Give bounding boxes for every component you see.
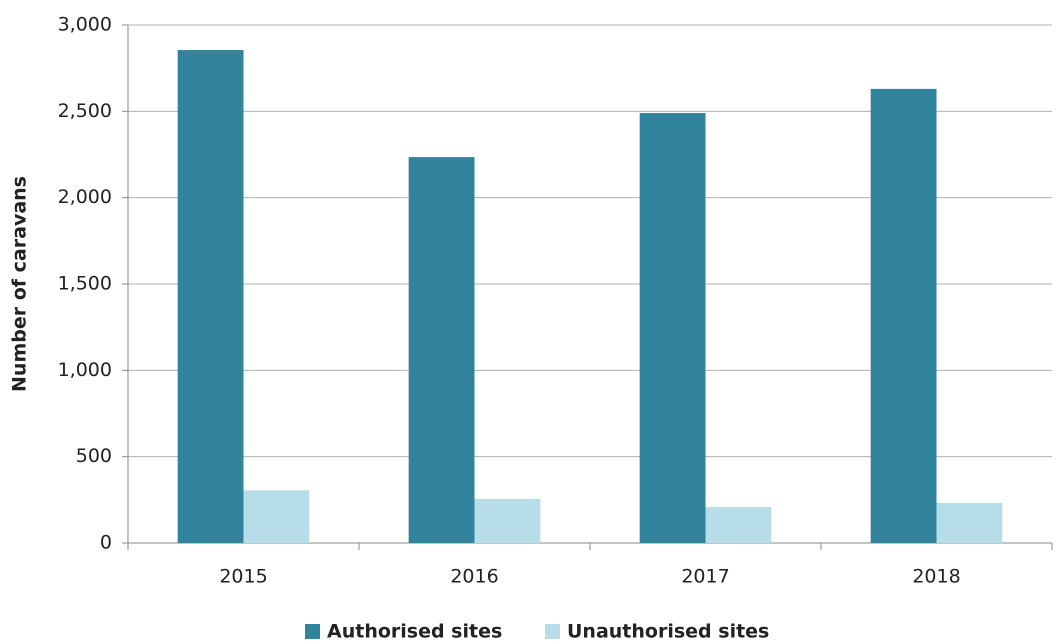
y-tick-label: 1,500 bbox=[58, 273, 112, 295]
x-tick-label: 2017 bbox=[681, 566, 729, 588]
legend-swatch bbox=[545, 624, 560, 639]
y-tick-label: 2,000 bbox=[58, 186, 112, 208]
bar bbox=[936, 502, 1003, 543]
bar bbox=[870, 88, 937, 544]
legend-label: Authorised sites bbox=[327, 621, 502, 643]
y-tick-label: 500 bbox=[76, 445, 112, 467]
legend-label: Unauthorised sites bbox=[567, 621, 769, 643]
bar bbox=[243, 490, 310, 543]
y-tick-label: 1,000 bbox=[58, 359, 112, 381]
bar bbox=[639, 113, 706, 543]
legend-swatch bbox=[305, 624, 320, 639]
bar bbox=[705, 507, 772, 543]
y-tick-label: 2,500 bbox=[58, 100, 112, 122]
bar bbox=[474, 498, 541, 543]
x-tick-label: 2015 bbox=[219, 566, 267, 588]
x-tick-label: 2018 bbox=[912, 566, 960, 588]
y-axis-label: Number of caravans bbox=[9, 176, 31, 392]
x-tick-label: 2016 bbox=[450, 566, 498, 588]
y-tick-label: 3,000 bbox=[58, 14, 112, 36]
bar bbox=[408, 157, 475, 543]
bar bbox=[177, 50, 244, 543]
y-tick-label: 0 bbox=[100, 532, 112, 554]
